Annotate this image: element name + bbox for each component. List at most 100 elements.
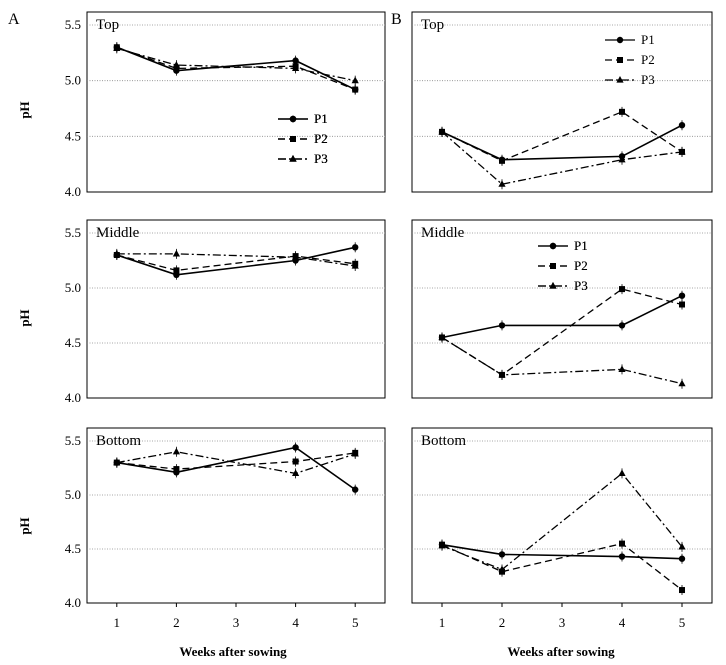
data-point-p3: [172, 61, 180, 68]
series-line-p2: [116, 452, 356, 470]
data-point-p1: [292, 57, 299, 64]
data-point-p3: [438, 541, 446, 549]
series-line-p2: [441, 288, 683, 376]
panel-title: Bottom: [421, 433, 466, 449]
data-point-p1: [678, 555, 686, 562]
data-point-p1: [678, 292, 686, 299]
legend-label-p2: P2: [314, 131, 328, 146]
chart-panels: 4.0 4.5 5.0 5.5 Top P1 P2 P3 4.0 4.5 5.0 5.5 Middle P…: [65, 11, 713, 630]
data-point-p3: [549, 282, 557, 289]
y-axis-label-bottom: pH: [17, 517, 32, 534]
panel-title: Top: [421, 17, 444, 33]
y-tick-label: 5.0: [65, 73, 81, 88]
data-point-p1: [352, 486, 359, 493]
data-point-p2: [619, 540, 625, 547]
panel-label-a: A: [8, 11, 20, 28]
series-line-p2: [116, 46, 356, 91]
data-point-p3: [618, 155, 626, 163]
panel-b-bottom: 1 2 3 4 5 Bottom P1 P2 P3: [411, 238, 713, 630]
x-tick-label: 2: [173, 615, 180, 630]
y-tick-label: 4.0: [65, 184, 81, 199]
y-axis-label-middle: pH: [17, 309, 32, 326]
data-point-p1: [618, 553, 626, 560]
legend-label-p3: P3: [574, 278, 588, 293]
data-point-p3: [678, 542, 686, 550]
data-point-p2: [550, 263, 556, 269]
legend-label-p2: P2: [641, 52, 655, 67]
plot-frame: [86, 219, 386, 399]
plot-frame: [411, 11, 713, 193]
x-tick-label: 1: [114, 615, 121, 630]
data-point-p1: [618, 322, 626, 329]
x-axis-label-left: Weeks after sowing: [179, 644, 287, 659]
x-tick-label: 5: [679, 615, 686, 630]
panel-b-top: Top P1 P2 P3: [411, 11, 713, 193]
x-tick-label: 3: [559, 615, 566, 630]
data-point-p3: [498, 565, 506, 573]
plot-frame: [86, 427, 386, 604]
data-point-p3: [172, 447, 180, 455]
series-line-p1: [441, 543, 683, 560]
series-line-p3: [116, 451, 356, 475]
series-line-p2: [116, 254, 356, 272]
data-point-p1: [678, 122, 686, 129]
y-tick-label: 5.0: [65, 487, 81, 502]
data-point-p3: [351, 449, 359, 457]
y-tick-label: 4.5: [65, 541, 81, 556]
data-point-p2: [679, 587, 685, 594]
legend-label-p3: P3: [574, 278, 588, 293]
x-tick-label: 1: [439, 615, 446, 630]
y-tick-label: 5.5: [65, 17, 81, 32]
y-tick-label: 5.0: [65, 280, 81, 295]
y-tick-label: 5.5: [65, 225, 81, 240]
data-point-p2: [679, 301, 685, 308]
series-line-p1: [116, 246, 356, 276]
x-tick-label: 5: [352, 615, 359, 630]
data-point-p3: [618, 469, 626, 476]
legend-label-p3: P3: [641, 72, 655, 87]
data-point-p3: [172, 249, 180, 257]
data-point-p2: [499, 157, 505, 164]
data-point-p3: [292, 253, 300, 260]
legend-label-p2: P2: [574, 258, 588, 273]
x-axis-label-right: Weeks after sowing: [507, 644, 615, 659]
series-line-p3: [116, 47, 356, 82]
data-point-p3: [351, 76, 359, 84]
data-point-p3: [438, 127, 446, 135]
panel-b-middle: Middle P1 P2 P3: [411, 219, 713, 399]
panel-a-top: 4.0 4.5 5.0 5.5 Top P1 P2 P3: [65, 11, 386, 199]
data-point-p3: [292, 469, 300, 476]
series-line-p1: [116, 446, 356, 491]
legend-label-p1: P1: [641, 32, 655, 47]
x-tick-label: 4: [619, 615, 626, 630]
data-point-p1: [549, 242, 557, 250]
legend-label-p3: P3: [314, 151, 328, 166]
data-point-p3: [616, 76, 624, 83]
plot-frame: [411, 427, 713, 604]
series-line-p1: [441, 124, 683, 161]
data-point-p3: [618, 365, 626, 372]
data-point-p3: [292, 64, 300, 72]
data-point-p2: [292, 458, 299, 465]
data-point-p1: [292, 444, 299, 451]
series-line-p3: [116, 253, 356, 267]
data-point-p2: [617, 57, 623, 63]
panel-label-b: B: [391, 11, 402, 28]
data-point-p3: [351, 262, 359, 269]
data-point-p1: [289, 115, 297, 123]
y-tick-label: 4.5: [65, 128, 81, 143]
legend-label-p2: P2: [574, 258, 588, 273]
data-point-p3: [678, 147, 686, 155]
panel-title: Bottom: [96, 433, 141, 449]
panel-a-middle: 4.0 4.5 5.0 5.5 Middle P1 P2 P3: [65, 111, 386, 405]
legend-label-p1: P1: [314, 111, 328, 126]
data-point-p1: [498, 322, 506, 329]
data-point-p3: [498, 180, 506, 187]
data-point-p2: [290, 136, 296, 142]
y-axis-label-top: pH: [17, 101, 32, 118]
series-line-p3: [441, 131, 683, 185]
panel-title: Middle: [421, 225, 465, 241]
y-tick-label: 4.5: [65, 335, 81, 350]
legend-label-p3: P3: [314, 151, 328, 166]
x-tick-label: 3: [233, 615, 240, 630]
